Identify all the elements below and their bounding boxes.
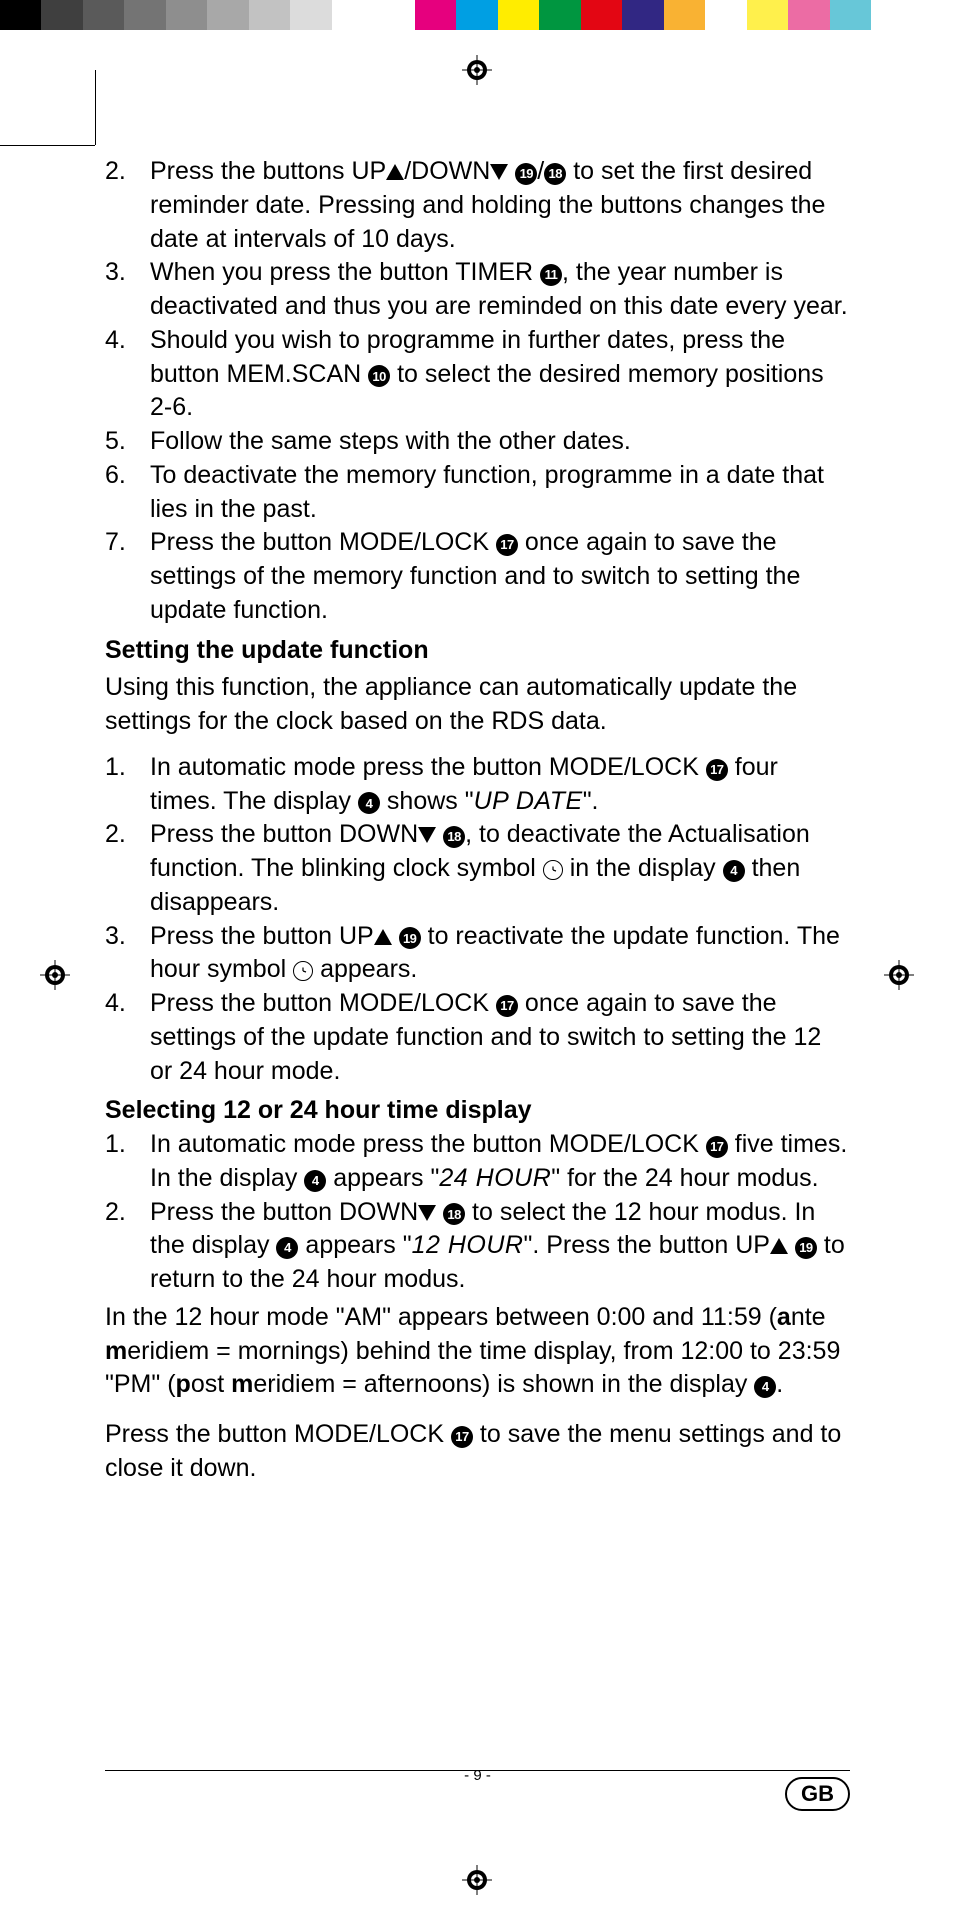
- ref-19-icon: 19: [399, 927, 421, 949]
- down-triangle-icon: [490, 164, 508, 180]
- ref-11-icon: 11: [540, 264, 562, 286]
- ref-10-icon: 10: [368, 365, 390, 387]
- down-triangle-icon: [418, 827, 436, 843]
- display-text: UP DATE: [474, 787, 583, 815]
- ref-17-icon: 17: [496, 534, 518, 556]
- item-number: 3.: [105, 920, 126, 954]
- ref-18-icon: 18: [443, 1203, 465, 1225]
- list-item: 5. Follow the same steps with the other …: [150, 425, 850, 459]
- list-reminder-steps: 2. Press the buttons UP/DOWN 19/18 to se…: [105, 155, 850, 628]
- item-number: 2.: [105, 155, 126, 189]
- page-footer: - 9 - GB: [105, 1770, 850, 1775]
- list-update-steps: 1. In automatic mode press the button MO…: [105, 751, 850, 1089]
- ref-4-icon: 4: [304, 1170, 326, 1192]
- item-number: 4.: [105, 324, 126, 358]
- item-number: 2.: [105, 1196, 126, 1230]
- list-item: 2. Press the buttons UP/DOWN 19/18 to se…: [150, 155, 850, 256]
- clock-icon: [293, 961, 313, 981]
- paragraph-am-pm: In the 12 hour mode "AM" appears between…: [105, 1301, 850, 1402]
- up-triangle-icon: [374, 929, 392, 945]
- heading-12-24-hour: Selecting 12 or 24 hour time display: [105, 1094, 850, 1128]
- up-triangle-icon: [770, 1238, 788, 1254]
- ref-4-icon: 4: [276, 1237, 298, 1259]
- clock-icon: [543, 860, 563, 880]
- item-number: 3.: [105, 256, 126, 290]
- list-item: 3. Press the button UP 19 to reactivate …: [150, 920, 850, 988]
- item-number: 6.: [105, 459, 126, 493]
- up-triangle-icon: [386, 164, 404, 180]
- ref-19-icon: 19: [515, 163, 537, 185]
- list-item: 3. When you press the button TIMER 11, t…: [150, 256, 850, 324]
- registration-mark-left: [40, 960, 70, 990]
- item-number: 4.: [105, 987, 126, 1021]
- registration-mark-right: [884, 960, 914, 990]
- ref-18-icon: 18: [443, 826, 465, 848]
- ref-17-icon: 17: [496, 995, 518, 1017]
- paragraph-close: Press the button MODE/LOCK 17 to save th…: [105, 1418, 850, 1486]
- list-item: 1. In automatic mode press the button MO…: [150, 1128, 850, 1196]
- ref-17-icon: 17: [451, 1426, 473, 1448]
- registration-mark-top: [462, 55, 492, 85]
- item-number: 1.: [105, 751, 126, 785]
- ref-4-icon: 4: [754, 1376, 776, 1398]
- display-text: 24 HOUR: [439, 1164, 551, 1192]
- list-item: 7. Press the button MODE/LOCK 17 once ag…: [150, 526, 850, 627]
- list-hour-steps: 1. In automatic mode press the button MO…: [105, 1128, 850, 1297]
- list-item: 6. To deactivate the memory function, pr…: [150, 459, 850, 527]
- ref-18-icon: 18: [544, 163, 566, 185]
- ref-17-icon: 17: [706, 1136, 728, 1158]
- list-item: 2. Press the button DOWN 18, to deactiva…: [150, 818, 850, 919]
- list-item: 1. In automatic mode press the button MO…: [150, 751, 850, 819]
- item-number: 1.: [105, 1128, 126, 1162]
- heading-update-function: Setting the update function: [105, 634, 850, 668]
- page-content: 2. Press the buttons UP/DOWN 19/18 to se…: [105, 155, 850, 1486]
- color-calibration-bar: [0, 0, 954, 30]
- registration-mark-bottom: [462, 1865, 492, 1895]
- item-number: 7.: [105, 526, 126, 560]
- ref-4-icon: 4: [358, 792, 380, 814]
- down-triangle-icon: [418, 1205, 436, 1221]
- paragraph: Using this function, the appliance can a…: [105, 671, 850, 739]
- list-item: 2. Press the button DOWN 18 to select th…: [150, 1196, 850, 1297]
- item-number: 2.: [105, 818, 126, 852]
- ref-19-icon: 19: [795, 1237, 817, 1259]
- display-text: 12 HOUR: [412, 1231, 524, 1259]
- list-item: 4. Should you wish to programme in furth…: [150, 324, 850, 425]
- ref-17-icon: 17: [706, 759, 728, 781]
- list-item: 4. Press the button MODE/LOCK 17 once ag…: [150, 987, 850, 1088]
- item-number: 5.: [105, 425, 126, 459]
- language-badge: GB: [785, 1777, 850, 1811]
- ref-4-icon: 4: [723, 860, 745, 882]
- page-number: - 9 -: [464, 1767, 491, 1784]
